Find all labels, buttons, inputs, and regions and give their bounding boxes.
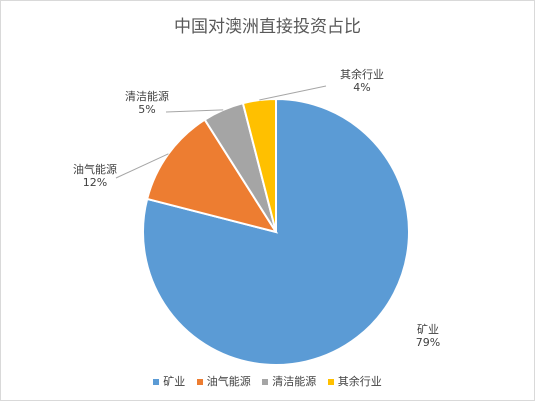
slice-label-3: 其余行业 4% bbox=[327, 68, 397, 94]
legend-item-2: 清洁能源 bbox=[262, 373, 316, 389]
slice-label-2: 清洁能源 5% bbox=[112, 90, 182, 116]
slice-label-0-name: 矿业 bbox=[417, 323, 439, 336]
legend-item-3: 其余行业 bbox=[327, 373, 382, 389]
slice-label-3-name: 其余行业 bbox=[340, 68, 384, 81]
legend-swatch-3 bbox=[327, 379, 334, 385]
legend-label-0: 矿业 bbox=[163, 375, 186, 388]
slice-label-3-value: 4% bbox=[353, 81, 371, 94]
pie-slice-1 bbox=[145, 118, 279, 234]
slice-label-1-value: 12% bbox=[82, 176, 108, 189]
slice-label-1-name: 油气能源 bbox=[73, 163, 117, 176]
legend-item-0: 矿业 bbox=[153, 373, 185, 389]
slice-label-0-value: 79% bbox=[415, 336, 441, 349]
slice-label-2-name: 清洁能源 bbox=[125, 90, 169, 103]
legend-label-1: 油气能源 bbox=[206, 375, 251, 388]
legend-label-3: 其余行业 bbox=[337, 375, 382, 388]
slice-label-2-value: 5% bbox=[138, 103, 156, 116]
slice-label-0: 矿业 79% bbox=[400, 323, 456, 349]
legend-swatch-2 bbox=[262, 379, 269, 385]
legend-label-2: 清洁能源 bbox=[272, 375, 317, 388]
leader-line-1 bbox=[115, 153, 169, 179]
chart-title: 中国对澳洲直接投资占比 bbox=[174, 17, 361, 37]
legend: 矿业 油气能源 清洁能源 其余行业 bbox=[0, 373, 535, 389]
leader-line-2 bbox=[165, 109, 224, 113]
slice-label-1: 油气能源 12% bbox=[60, 163, 130, 189]
legend-swatch-1 bbox=[196, 379, 203, 385]
legend-swatch-0 bbox=[153, 379, 160, 385]
legend-item-1: 油气能源 bbox=[196, 373, 251, 389]
leader-line-3 bbox=[259, 85, 327, 101]
